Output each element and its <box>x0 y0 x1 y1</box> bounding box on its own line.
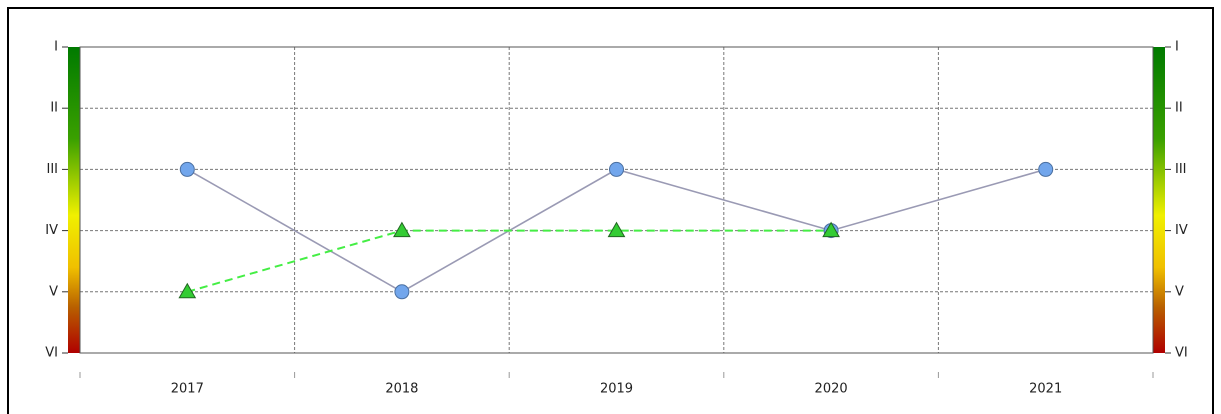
y-tick-label: I <box>54 40 58 55</box>
point <box>393 221 411 238</box>
right-color-scale <box>1153 47 1165 353</box>
x-tick-label: 2017 <box>171 382 204 397</box>
point <box>178 282 197 299</box>
y2-tick-label: VI <box>1175 346 1188 361</box>
x-tick-label: 2019 <box>600 382 633 397</box>
y2-tick-label: II <box>1175 101 1183 116</box>
left-color-scale <box>68 47 80 353</box>
point <box>1038 161 1054 177</box>
y2-tick-label: III <box>1175 162 1187 177</box>
series-line <box>187 229 832 293</box>
y-tick-label: II <box>50 101 58 116</box>
point <box>607 221 626 238</box>
x-tick-label: 2021 <box>1029 382 1062 397</box>
y-tick-label: III <box>46 162 58 177</box>
point <box>822 221 840 238</box>
y2-tick-label: IV <box>1175 223 1188 238</box>
y-tick-label: V <box>49 284 58 299</box>
y-tick-label: IV <box>45 223 58 238</box>
point <box>179 161 195 177</box>
x-tick-label: 2018 <box>385 382 418 397</box>
point <box>394 284 410 300</box>
y2-tick-label: I <box>1175 40 1179 55</box>
point <box>609 161 624 177</box>
plot-area <box>80 47 1153 353</box>
y2-tick-label: V <box>1175 284 1184 299</box>
plot-border <box>79 46 1154 354</box>
y-tick-label: VI <box>45 346 58 361</box>
x-tick-label: 2020 <box>815 382 848 397</box>
